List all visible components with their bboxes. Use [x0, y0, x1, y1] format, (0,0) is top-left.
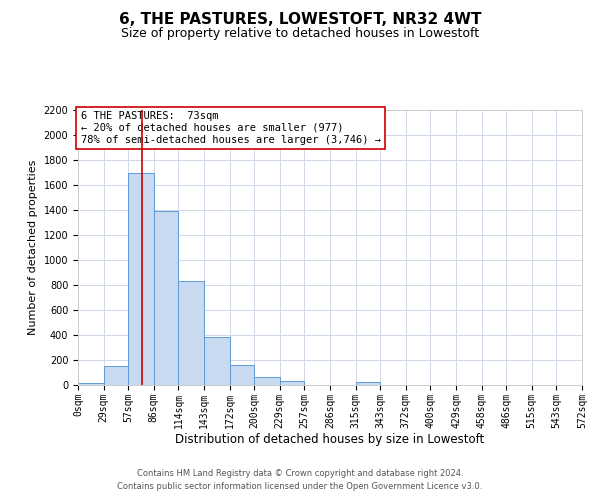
- Bar: [178, 281, 204, 385]
- Text: Contains public sector information licensed under the Open Government Licence v3: Contains public sector information licen…: [118, 482, 482, 491]
- X-axis label: Distribution of detached houses by size in Lowestoft: Distribution of detached houses by size …: [175, 434, 485, 446]
- Y-axis label: Number of detached properties: Number of detached properties: [28, 160, 38, 335]
- Bar: [230, 365, 254, 385]
- Bar: [356, 382, 380, 385]
- Bar: [204, 337, 230, 385]
- Text: 6, THE PASTURES, LOWESTOFT, NR32 4WT: 6, THE PASTURES, LOWESTOFT, NR32 4WT: [119, 12, 481, 28]
- Bar: [154, 211, 178, 385]
- Text: 6 THE PASTURES:  73sqm
← 20% of detached houses are smaller (977)
78% of semi-de: 6 THE PASTURES: 73sqm ← 20% of detached …: [80, 112, 380, 144]
- Text: Size of property relative to detached houses in Lowestoft: Size of property relative to detached ho…: [121, 28, 479, 40]
- Text: Contains HM Land Registry data © Crown copyright and database right 2024.: Contains HM Land Registry data © Crown c…: [137, 468, 463, 477]
- Bar: [128, 172, 154, 385]
- Bar: [280, 381, 304, 385]
- Bar: [254, 377, 280, 385]
- Bar: [104, 366, 128, 385]
- Bar: [78, 382, 104, 385]
